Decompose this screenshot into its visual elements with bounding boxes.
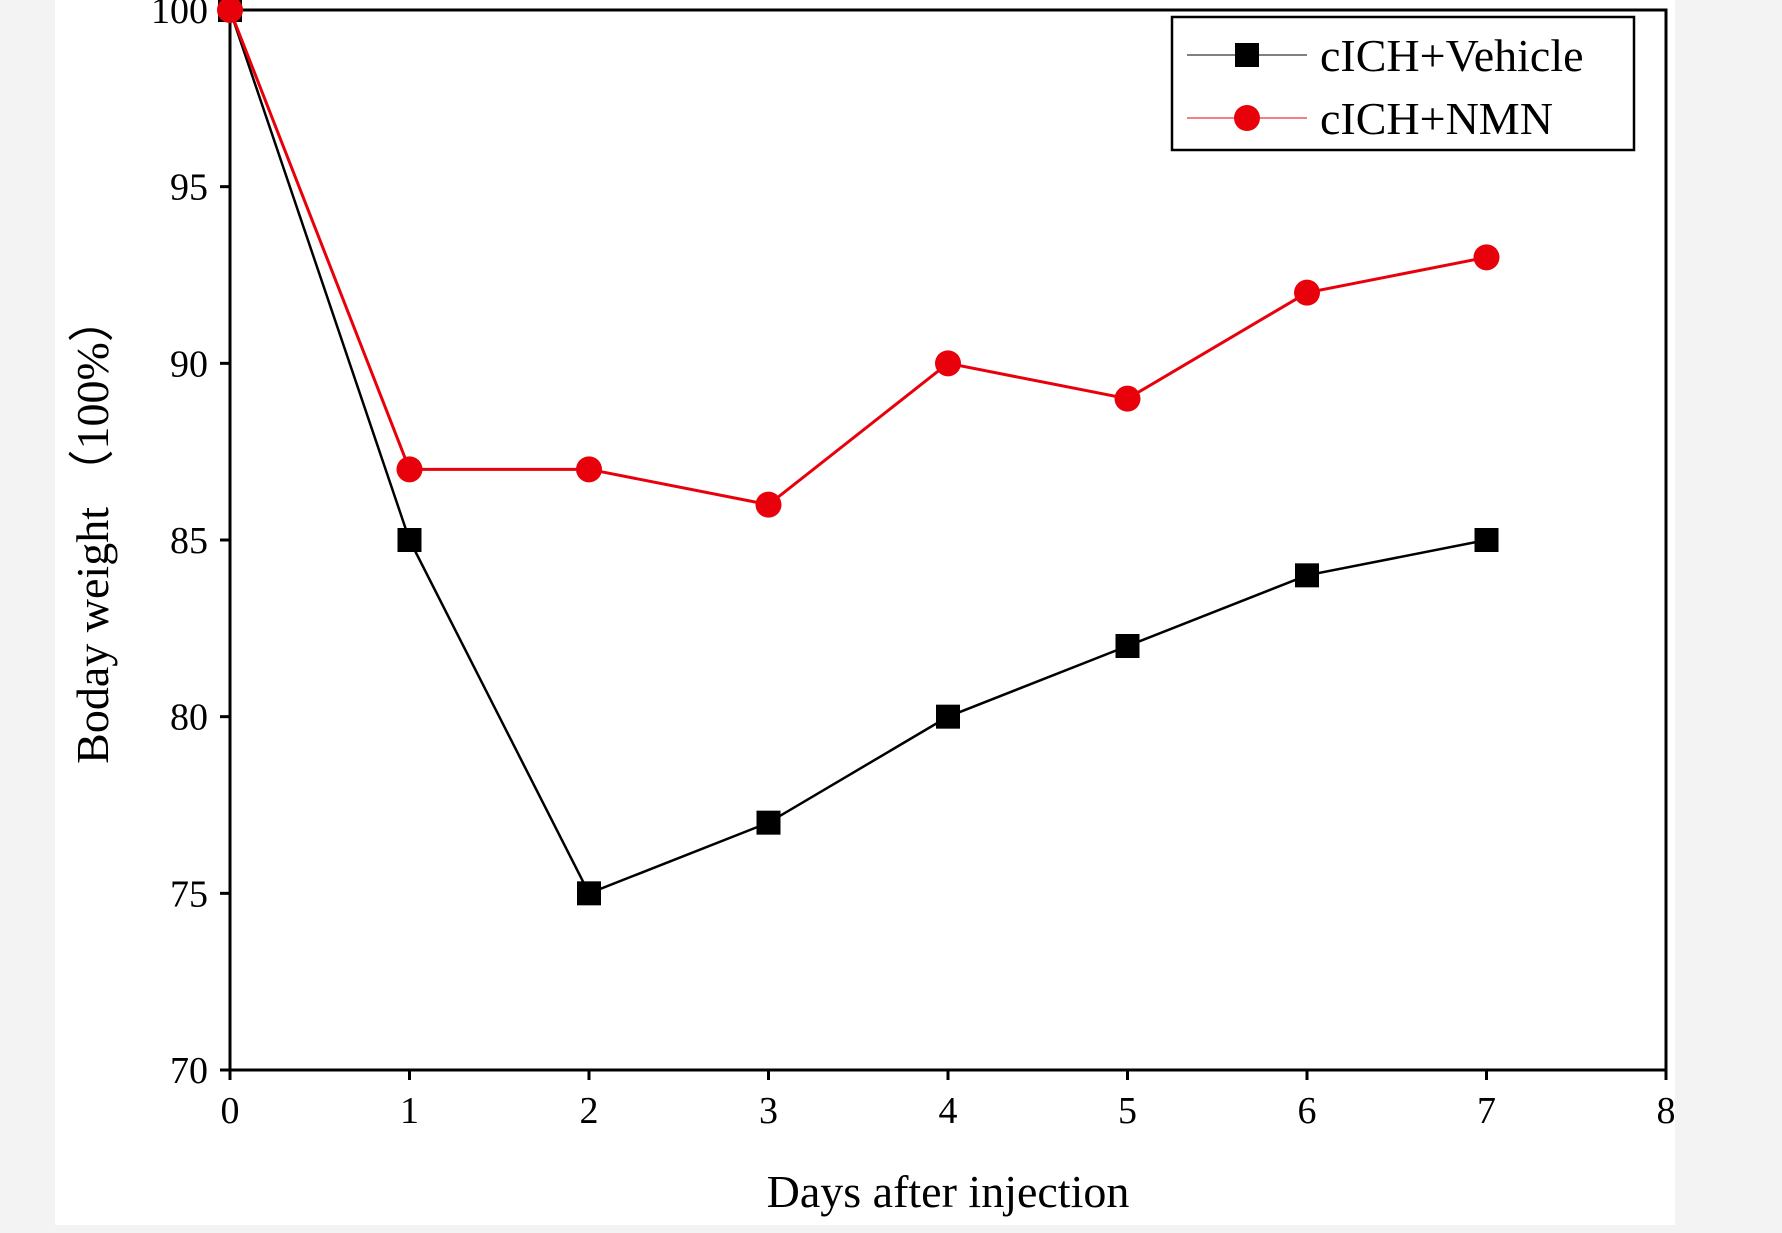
data-point-circle — [755, 491, 782, 518]
data-point-circle — [576, 456, 602, 483]
x-tick-label: 4 — [939, 1090, 958, 1132]
x-tick-label: 6 — [1298, 1090, 1317, 1132]
y-tick-label: 95 — [170, 167, 208, 209]
series-cich-vehicle — [218, 0, 1499, 906]
series-cich-nmn — [217, 0, 1500, 518]
series-line — [228, 9, 1487, 507]
legend-marker-circle — [1234, 105, 1260, 131]
x-tick-label: 7 — [1477, 1090, 1496, 1132]
data-point-square — [1295, 563, 1319, 588]
data-point-circle — [935, 350, 961, 377]
figure-panel — [55, 0, 1675, 1225]
legend-label: cICH+NMN — [1320, 93, 1553, 144]
data-point-square — [1115, 634, 1140, 658]
data-point-square — [936, 704, 960, 729]
x-tick-label: 1 — [400, 1090, 419, 1132]
x-tick-label: 0 — [221, 1090, 240, 1132]
legend-marker-square — [1235, 43, 1259, 67]
y-axis-title: Boday weight （100%） — [67, 296, 118, 764]
y-tick-label: 90 — [170, 343, 208, 385]
y-tick-label: 85 — [170, 520, 208, 562]
x-tick-label: 5 — [1118, 1090, 1137, 1132]
data-point-square — [756, 810, 781, 835]
data-point-circle — [396, 456, 423, 483]
data-point-circle — [217, 0, 243, 23]
plot-area-frame — [228, 8, 1668, 1072]
data-point-square — [1474, 528, 1499, 552]
legend: cICH+Vehicle cICH+NMN — [1170, 15, 1636, 152]
data-point-square — [577, 881, 601, 906]
data-point-circle — [1294, 279, 1320, 306]
series-line — [228, 9, 1487, 895]
data-point-circle — [1114, 385, 1141, 412]
axes: 0 1 2 3 4 5 6 7 8 70 75 80 85 90 95 100 — [151, 0, 1676, 1132]
data-point-circle — [1473, 244, 1500, 271]
x-axis-title: Days after injection — [767, 1166, 1130, 1217]
y-tick-label: 100 — [151, 0, 208, 32]
series-layer — [217, 0, 1500, 906]
x-tick-label: 8 — [1657, 1090, 1676, 1132]
y-tick-label: 75 — [170, 873, 208, 915]
data-point-square — [397, 528, 422, 552]
x-tick-label: 2 — [580, 1090, 599, 1132]
y-tick-label: 70 — [170, 1050, 208, 1092]
x-tick-label: 3 — [759, 1090, 778, 1132]
y-tick-label: 80 — [170, 697, 208, 739]
legend-label: cICH+Vehicle — [1320, 30, 1584, 81]
legend-box — [1170, 15, 1636, 152]
